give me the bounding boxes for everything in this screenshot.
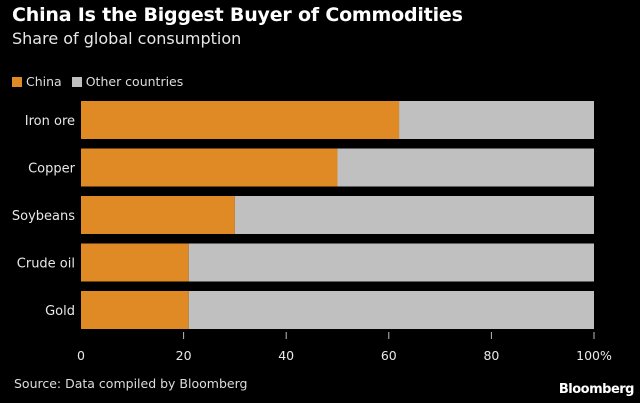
x-tick-label: 80 [483, 348, 499, 363]
bar-other [399, 101, 594, 139]
source-note: Source: Data compiled by Bloomberg [14, 376, 248, 391]
category-label: Gold [45, 304, 75, 319]
category-label: Crude oil [17, 257, 75, 272]
bar-china [81, 291, 189, 329]
chart-title: China Is the Biggest Buyer of Commoditie… [12, 4, 463, 26]
legend-label-other: Other countries [85, 74, 184, 89]
bar-other [188, 243, 595, 282]
chart-subtitle: Share of global consumption [12, 29, 242, 48]
x-tick-label: 40 [278, 348, 294, 363]
legend: China Other countries [12, 74, 193, 89]
bar-china [81, 196, 235, 234]
bar-other [188, 291, 595, 329]
bar-other [337, 148, 594, 187]
category-label: Iron ore [25, 114, 75, 129]
x-tick-label: 100% [576, 348, 612, 363]
category-label: Soybeans [12, 209, 75, 224]
x-tick-label: 60 [381, 348, 397, 363]
x-tick-label: 0 [77, 348, 85, 363]
bar-china [81, 101, 400, 139]
legend-swatch-china [12, 76, 22, 87]
category-label: Copper [28, 162, 76, 177]
bar-china [81, 148, 338, 187]
legend-swatch-other [71, 76, 82, 87]
x-tick-label: 20 [176, 348, 192, 363]
legend-label-china: China [26, 74, 62, 89]
bar-china [81, 243, 189, 282]
bar-other [234, 196, 594, 234]
bloomberg-logo: Bloomberg [558, 382, 635, 397]
